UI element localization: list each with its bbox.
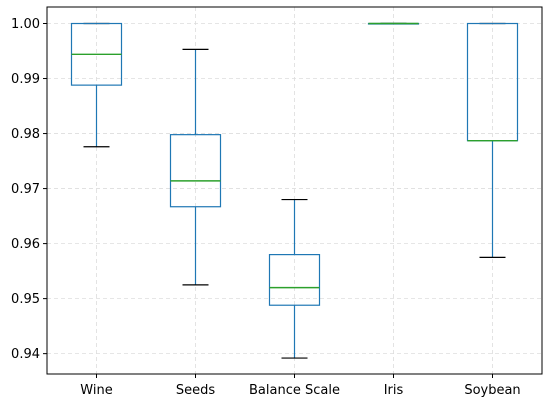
y-tick-label: 0.99 — [11, 72, 40, 87]
y-tick-label: 1.00 — [11, 17, 40, 32]
iqr-box — [169, 134, 222, 208]
axes-layer: 0.94 0.95 0.96 0.97 0.98 0.99 1.00 Wine Seeds Bal… — [11, 17, 521, 398]
box-wine — [70, 22, 123, 148]
box-balance-scale — [268, 198, 321, 359]
y-tick-label: 0.95 — [11, 292, 40, 307]
y-tick-label: 0.97 — [11, 182, 40, 197]
y-tick-label: 0.98 — [11, 127, 40, 142]
box-iris — [367, 22, 420, 25]
x-tick-label: Soybean — [464, 383, 520, 398]
x-tick-label: Balance Scale — [249, 383, 340, 398]
box-seeds — [169, 48, 222, 286]
x-tick-label: Iris — [384, 383, 404, 398]
y-tick-label: 0.96 — [11, 237, 40, 252]
boxes-layer — [70, 22, 519, 359]
x-tick-label: Seeds — [176, 383, 216, 398]
y-tick-label: 0.94 — [11, 347, 40, 362]
box-soybean — [466, 22, 519, 258]
iqr-box — [268, 254, 321, 306]
iqr-box — [466, 22, 519, 142]
x-tick-label: Wine — [80, 383, 112, 398]
